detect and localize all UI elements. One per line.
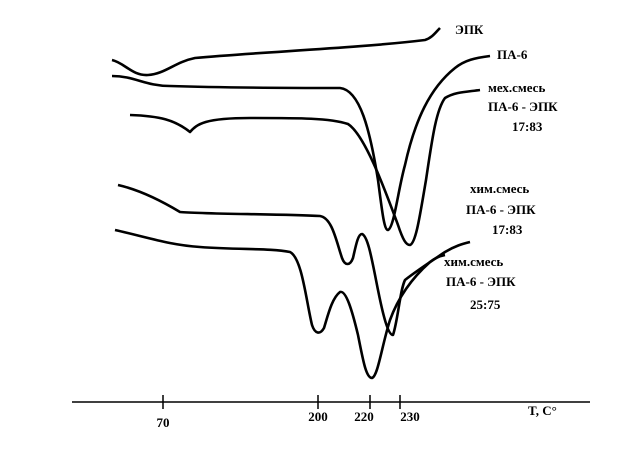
curve bbox=[129, 88, 481, 247]
curve-label: хим.смесь bbox=[470, 181, 529, 196]
curve-label: 17:83 bbox=[492, 222, 523, 237]
curve-label: хим.смесь bbox=[444, 254, 503, 269]
curve-label: 17:83 bbox=[512, 119, 543, 134]
curve bbox=[117, 183, 471, 337]
curve-label: ПА-6 - ЭПК bbox=[488, 99, 558, 114]
curve-label: 25:75 bbox=[470, 297, 501, 312]
x-axis-label: T, C° bbox=[528, 403, 557, 418]
x-tick-label: 230 bbox=[400, 409, 420, 424]
curve-label: ЭПК bbox=[455, 22, 484, 37]
curve bbox=[111, 54, 491, 232]
x-tick-label: 200 bbox=[308, 409, 328, 424]
x-tick-label: 220 bbox=[354, 409, 374, 424]
curve bbox=[114, 228, 446, 380]
curve-label: ПА-6 - ЭПК bbox=[466, 202, 536, 217]
curve-label: ПА-6 bbox=[497, 47, 528, 62]
curve-label: мех.смесь bbox=[488, 80, 545, 95]
curve-label: ПА-6 - ЭПК bbox=[446, 274, 516, 289]
x-tick-label: 70 bbox=[157, 415, 170, 430]
curve bbox=[111, 27, 441, 77]
